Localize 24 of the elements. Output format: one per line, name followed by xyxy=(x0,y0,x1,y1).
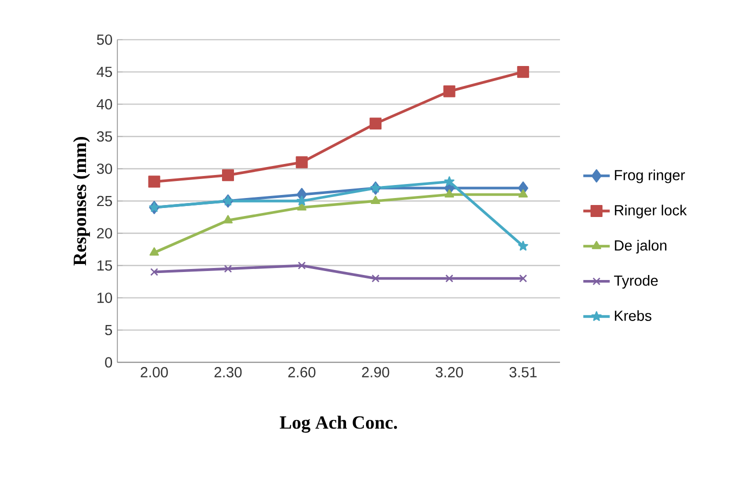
x-tick-label: 2.60 xyxy=(288,367,316,378)
x-tick-label: 2.30 xyxy=(214,367,242,378)
y-tick-label: 35 xyxy=(96,131,112,142)
x-tick-label: 2.00 xyxy=(140,367,168,378)
legend-label: Ringer lock xyxy=(614,204,687,218)
y-tick-label: 45 xyxy=(96,66,112,78)
y-tick-label: 30 xyxy=(96,164,112,174)
legend-label: Tyrode xyxy=(614,275,658,289)
y-tick-label: 10 xyxy=(97,292,112,303)
x-tick-label: 3.20 xyxy=(436,367,463,378)
y-axis-title: Responses (mm) xyxy=(73,137,90,266)
legend-label: De jalon xyxy=(614,240,666,254)
x-axis-title: Log Ach Conc. xyxy=(280,416,397,433)
y-tick-label: 0 xyxy=(105,357,112,368)
y-tick-label: 20 xyxy=(97,228,112,238)
y-tick-label: 50 xyxy=(96,34,112,45)
legend-label: Frog ringer xyxy=(614,170,685,184)
y-tick-label: 15 xyxy=(97,260,112,271)
legend-label: Krebs xyxy=(614,310,652,321)
x-tick-label: 3.51 xyxy=(509,367,537,378)
y-tick-label: 25 xyxy=(97,196,112,206)
y-tick-label: 40 xyxy=(96,99,112,110)
x-tick-label: 2.90 xyxy=(362,367,390,378)
y-tick-label: 5 xyxy=(105,324,112,336)
